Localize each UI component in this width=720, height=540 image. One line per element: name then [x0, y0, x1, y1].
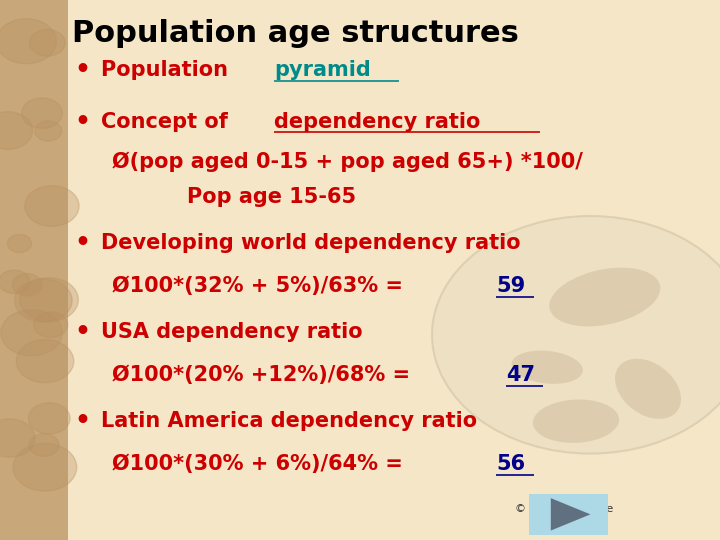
Text: USA dependency ratio: USA dependency ratio: [101, 322, 362, 342]
Circle shape: [22, 98, 63, 129]
Text: Ø(pop aged 0-15 + pop aged 65+) *100/: Ø(pop aged 0-15 + pop aged 65+) *100/: [112, 152, 582, 172]
Circle shape: [432, 216, 720, 454]
Text: 56: 56: [496, 454, 526, 475]
Text: Latin America dependency ratio: Latin America dependency ratio: [101, 411, 477, 431]
Circle shape: [0, 270, 30, 294]
Ellipse shape: [615, 359, 681, 419]
Text: pyramid: pyramid: [274, 60, 371, 80]
Circle shape: [1, 309, 63, 356]
Circle shape: [17, 340, 73, 383]
Circle shape: [0, 419, 35, 457]
Circle shape: [13, 443, 77, 491]
Ellipse shape: [511, 350, 583, 384]
Text: Pop age 15-65: Pop age 15-65: [187, 187, 356, 207]
Text: © T. M. Whitmore: © T. M. Whitmore: [515, 504, 613, 514]
Text: •: •: [75, 320, 91, 344]
Text: Ø100*(32% + 5%)/63% =: Ø100*(32% + 5%)/63% =: [112, 276, 410, 296]
Ellipse shape: [533, 400, 619, 443]
Circle shape: [0, 112, 32, 150]
Circle shape: [12, 274, 42, 296]
Circle shape: [29, 434, 59, 456]
Text: Developing world dependency ratio: Developing world dependency ratio: [101, 233, 521, 253]
Circle shape: [30, 29, 66, 56]
Circle shape: [14, 279, 72, 322]
Text: Population: Population: [101, 60, 235, 80]
Text: Population age structures: Population age structures: [72, 19, 519, 48]
Text: •: •: [75, 231, 91, 255]
Circle shape: [7, 234, 32, 253]
Text: dependency ratio: dependency ratio: [274, 111, 480, 132]
Text: Concept of: Concept of: [101, 111, 235, 132]
Ellipse shape: [549, 268, 660, 326]
Text: •: •: [75, 409, 91, 433]
Text: 47: 47: [505, 365, 535, 386]
Polygon shape: [551, 498, 590, 530]
Circle shape: [24, 186, 79, 226]
Text: 59: 59: [496, 276, 526, 296]
Circle shape: [34, 312, 68, 338]
Text: •: •: [75, 110, 91, 133]
Text: •: •: [75, 58, 91, 82]
Circle shape: [19, 278, 78, 322]
Circle shape: [35, 121, 62, 141]
Text: Ø100*(20% +12%)/68% =: Ø100*(20% +12%)/68% =: [112, 365, 417, 386]
Bar: [0, 0, 68, 540]
Circle shape: [28, 403, 70, 434]
FancyBboxPatch shape: [529, 494, 608, 535]
Text: Ø100*(30% + 6%)/64% =: Ø100*(30% + 6%)/64% =: [112, 454, 410, 475]
Circle shape: [0, 19, 56, 64]
